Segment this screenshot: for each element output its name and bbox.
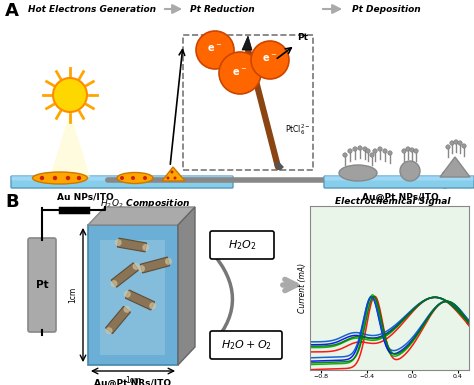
Circle shape xyxy=(133,263,139,270)
Circle shape xyxy=(353,147,357,151)
Polygon shape xyxy=(111,263,139,287)
Circle shape xyxy=(348,149,352,153)
Ellipse shape xyxy=(117,172,153,184)
Text: Pt: Pt xyxy=(297,33,308,42)
FancyBboxPatch shape xyxy=(183,35,313,170)
Polygon shape xyxy=(118,238,146,252)
Polygon shape xyxy=(162,167,185,181)
Circle shape xyxy=(110,280,118,287)
Text: e$^-$: e$^-$ xyxy=(208,44,222,55)
Circle shape xyxy=(77,176,81,180)
FancyBboxPatch shape xyxy=(324,176,474,188)
Text: 1cm: 1cm xyxy=(125,376,141,385)
Text: Hot Electrons Generation: Hot Electrons Generation xyxy=(28,5,156,14)
Text: 1cm: 1cm xyxy=(68,287,77,303)
FancyBboxPatch shape xyxy=(210,331,282,359)
Circle shape xyxy=(450,141,454,145)
Circle shape xyxy=(462,144,466,148)
Text: $H_2O_2$: $H_2O_2$ xyxy=(228,238,256,252)
Polygon shape xyxy=(178,207,195,365)
Circle shape xyxy=(458,141,462,145)
Text: Au@Pt NRs/ITO: Au@Pt NRs/ITO xyxy=(94,379,172,385)
Circle shape xyxy=(196,31,234,69)
Polygon shape xyxy=(126,290,155,310)
Ellipse shape xyxy=(339,165,377,181)
Circle shape xyxy=(66,176,70,180)
Circle shape xyxy=(131,176,135,180)
Text: PtCl$_6^{2-}$: PtCl$_6^{2-}$ xyxy=(285,122,310,137)
Text: Au NPs/ITO: Au NPs/ITO xyxy=(56,193,113,202)
Circle shape xyxy=(53,78,87,112)
Polygon shape xyxy=(88,207,195,225)
Text: Pt Deposition: Pt Deposition xyxy=(352,5,420,14)
Circle shape xyxy=(383,149,387,153)
Text: A: A xyxy=(5,2,19,20)
Y-axis label: Current (mA): Current (mA) xyxy=(298,263,307,313)
Circle shape xyxy=(115,239,122,246)
Polygon shape xyxy=(140,257,170,273)
Circle shape xyxy=(414,149,418,153)
Circle shape xyxy=(120,176,124,180)
Circle shape xyxy=(373,149,377,153)
Text: $H_2O_2$ Composition: $H_2O_2$ Composition xyxy=(100,197,190,210)
FancyBboxPatch shape xyxy=(28,238,56,332)
Circle shape xyxy=(363,147,367,151)
Circle shape xyxy=(410,148,414,152)
FancyBboxPatch shape xyxy=(11,176,233,181)
Circle shape xyxy=(149,302,156,310)
Text: $H_2O+O_2$: $H_2O+O_2$ xyxy=(220,338,272,352)
Circle shape xyxy=(138,265,145,272)
Circle shape xyxy=(406,147,410,151)
Text: Pt Reduction: Pt Reduction xyxy=(190,5,255,14)
Circle shape xyxy=(124,306,130,313)
Circle shape xyxy=(454,140,458,144)
Polygon shape xyxy=(440,157,470,177)
FancyBboxPatch shape xyxy=(11,176,233,188)
Circle shape xyxy=(166,176,170,179)
Circle shape xyxy=(366,149,370,153)
Circle shape xyxy=(343,153,347,157)
Circle shape xyxy=(446,145,450,149)
Circle shape xyxy=(124,291,131,298)
Circle shape xyxy=(370,153,374,157)
FancyBboxPatch shape xyxy=(325,176,474,181)
Circle shape xyxy=(358,146,362,150)
FancyBboxPatch shape xyxy=(210,231,274,259)
Circle shape xyxy=(219,52,261,94)
Text: Pt: Pt xyxy=(36,280,48,290)
Polygon shape xyxy=(50,112,90,177)
Circle shape xyxy=(378,147,382,151)
Text: e$^-$: e$^-$ xyxy=(263,54,277,65)
Circle shape xyxy=(400,161,420,181)
Text: Electrochemical Signal: Electrochemical Signal xyxy=(335,197,451,206)
Text: e$^-$: e$^-$ xyxy=(232,67,247,77)
Circle shape xyxy=(251,41,289,79)
Text: B: B xyxy=(5,193,18,211)
Circle shape xyxy=(143,176,147,180)
Circle shape xyxy=(171,171,173,174)
Circle shape xyxy=(388,151,392,155)
Polygon shape xyxy=(242,36,252,50)
Text: Au@Pt NPs/ITO: Au@Pt NPs/ITO xyxy=(362,193,438,202)
Polygon shape xyxy=(100,240,165,355)
Circle shape xyxy=(142,244,149,251)
Circle shape xyxy=(106,327,112,334)
Polygon shape xyxy=(88,225,178,365)
Circle shape xyxy=(402,149,406,153)
Circle shape xyxy=(173,176,176,179)
Ellipse shape xyxy=(33,172,88,184)
Circle shape xyxy=(53,176,57,180)
Polygon shape xyxy=(106,306,130,334)
Circle shape xyxy=(40,176,44,180)
Circle shape xyxy=(165,258,172,265)
